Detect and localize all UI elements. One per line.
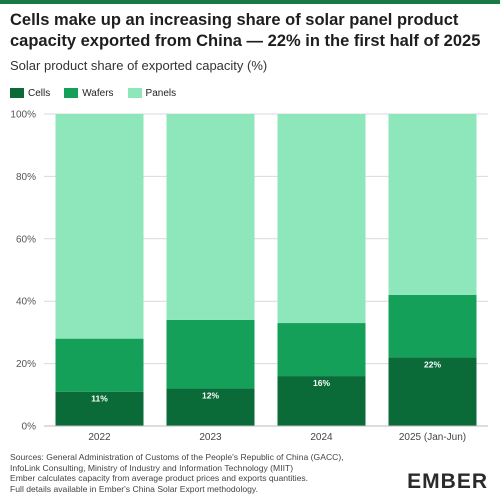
chart-title: Cells make up an increasing share of sol… bbox=[10, 11, 481, 50]
legend-swatch-panels bbox=[127, 88, 142, 98]
bar-segment-panels bbox=[277, 114, 366, 324]
footer-line: Sources: General Administration of Custo… bbox=[10, 452, 344, 462]
legend-item-cells: Cells bbox=[10, 88, 50, 99]
bar-segment-wafers bbox=[277, 323, 366, 377]
y-tick-label: 60% bbox=[16, 234, 36, 245]
data-label: 22% bbox=[424, 359, 441, 369]
y-tick-label: 80% bbox=[16, 172, 36, 183]
bar-segment-wafers bbox=[166, 319, 255, 389]
y-tick-label: 20% bbox=[16, 359, 36, 370]
ember-logo: EMBER bbox=[407, 470, 488, 493]
data-label: 12% bbox=[202, 391, 219, 401]
x-tick-label: 2022 bbox=[88, 432, 111, 443]
legend-item-wafers: Wafers bbox=[64, 87, 114, 99]
top-accent-bar bbox=[0, 0, 500, 4]
stacked-bar-chart: 0% 20% 40% 60% 80% 100% 11% 2022 12% 2023 16% 2024 2… bbox=[10, 110, 488, 443]
bar-segment-cells bbox=[388, 357, 477, 426]
data-label: 11% bbox=[91, 394, 108, 404]
footer-line: Full details available in Ember's China … bbox=[10, 483, 258, 494]
x-tick-label: 2023 bbox=[199, 432, 222, 443]
legend-label-panels: Panels bbox=[145, 87, 177, 99]
footer-line: Ember calculates capacity from average p… bbox=[10, 473, 309, 483]
bar-segment-wafers bbox=[55, 338, 144, 392]
x-tick-label: 2024 bbox=[310, 432, 333, 443]
x-tick-label: 2025 (Jan-Jun) bbox=[399, 432, 466, 443]
chart-subtitle: Solar product share of exported capacity… bbox=[10, 58, 268, 73]
bar-segment-panels bbox=[388, 114, 477, 295]
bar-segment-panels bbox=[55, 114, 144, 339]
bar-segment-cells bbox=[277, 376, 366, 426]
y-tick-label: 0% bbox=[22, 422, 37, 433]
bar-segment-wafers bbox=[388, 294, 477, 358]
chart-legend: Cells Wafers Panels bbox=[10, 86, 190, 100]
legend-swatch-wafers bbox=[64, 88, 79, 98]
y-tick-label: 40% bbox=[16, 297, 36, 308]
legend-item-panels: Panels bbox=[127, 87, 177, 99]
legend-swatch-cells bbox=[10, 88, 24, 98]
bar-segment-cells bbox=[55, 391, 144, 426]
footer-line: InfoLink Consulting, Ministry of Industr… bbox=[10, 462, 294, 473]
legend-label-cells: Cells bbox=[28, 87, 51, 99]
bar-segment-cells bbox=[166, 388, 255, 426]
bar-segment-panels bbox=[166, 114, 255, 320]
legend-label-wafers: Wafers bbox=[82, 87, 114, 99]
data-label: 16% bbox=[313, 378, 330, 388]
chart-footer: Sources: General Administration of Custo… bbox=[10, 452, 380, 494]
y-tick-label: 100% bbox=[10, 110, 36, 121]
